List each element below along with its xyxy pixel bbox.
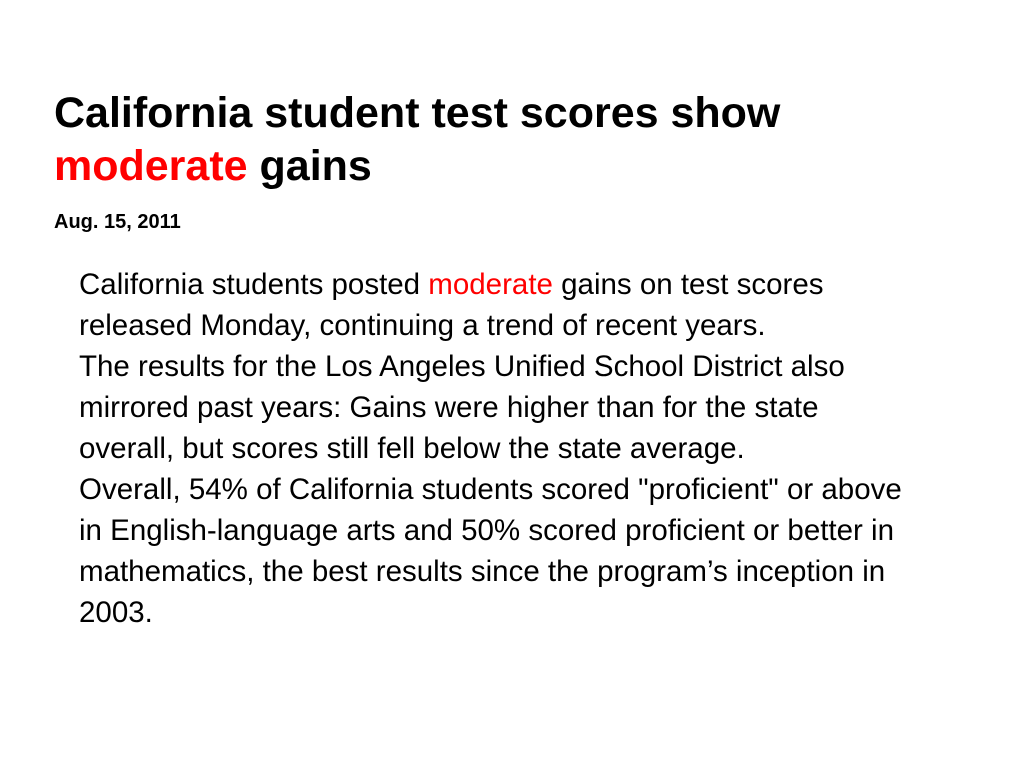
article-body: California students posted moderate gain… bbox=[79, 264, 919, 633]
headline-line1: California student test scores show bbox=[54, 89, 781, 137]
paragraph-3: Overall, 54% of California students scor… bbox=[79, 473, 902, 629]
headline: California student test scores show moder… bbox=[54, 87, 984, 193]
publication-date: Aug. 15, 2011 bbox=[54, 211, 181, 233]
paragraph-1-start: California students posted bbox=[79, 268, 429, 301]
headline-highlight: moderate bbox=[54, 142, 248, 190]
headline-rest: gains bbox=[247, 142, 372, 190]
paragraph-1-highlight: moderate bbox=[428, 268, 553, 301]
paragraph-1: California students posted moderate gain… bbox=[79, 264, 919, 346]
paragraph-2: The results for the Los Angeles Unified … bbox=[79, 350, 845, 465]
paragraph-1-end: gains on test scores released Monday, co… bbox=[79, 268, 824, 342]
